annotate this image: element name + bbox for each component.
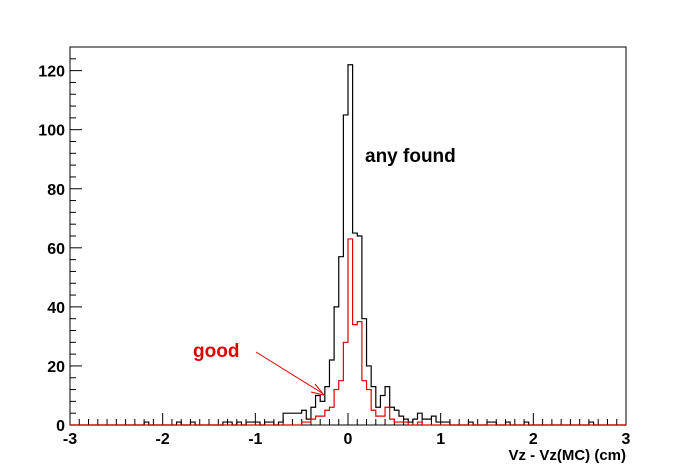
y-tick-label: 60 (47, 241, 65, 258)
x-axis: -3 -2 -1 0 1 2 3 (63, 413, 631, 448)
histogram-series-1 (70, 238, 626, 426)
series-layer (70, 64, 626, 426)
x-tick-label: -2 (156, 431, 170, 448)
y-tick-label: 120 (38, 64, 65, 81)
y-tick-label: 100 (38, 123, 65, 140)
x-tick-label: 1 (436, 431, 445, 448)
annotation-any-found: any found (365, 146, 456, 167)
annotation-good-arrow (255, 351, 323, 394)
annotation-good-arrowhead (310, 383, 326, 396)
y-tick-label: 20 (47, 359, 65, 376)
x-tick-label: -1 (248, 431, 262, 448)
x-tick-label: 3 (622, 431, 631, 448)
y-axis: 0 20 40 60 80 100 120 (38, 46, 82, 435)
x-axis-title: Vz - Vz(MC) (cm) (509, 447, 627, 464)
x-tick-label: 2 (529, 431, 538, 448)
y-tick-label: 40 (47, 300, 65, 317)
y-tick-label: 80 (47, 182, 65, 199)
x-tick-label: 0 (344, 431, 353, 448)
annotation-good: good (193, 341, 239, 362)
y-tick-label: 0 (56, 418, 65, 435)
x-tick-label: -3 (63, 431, 77, 448)
